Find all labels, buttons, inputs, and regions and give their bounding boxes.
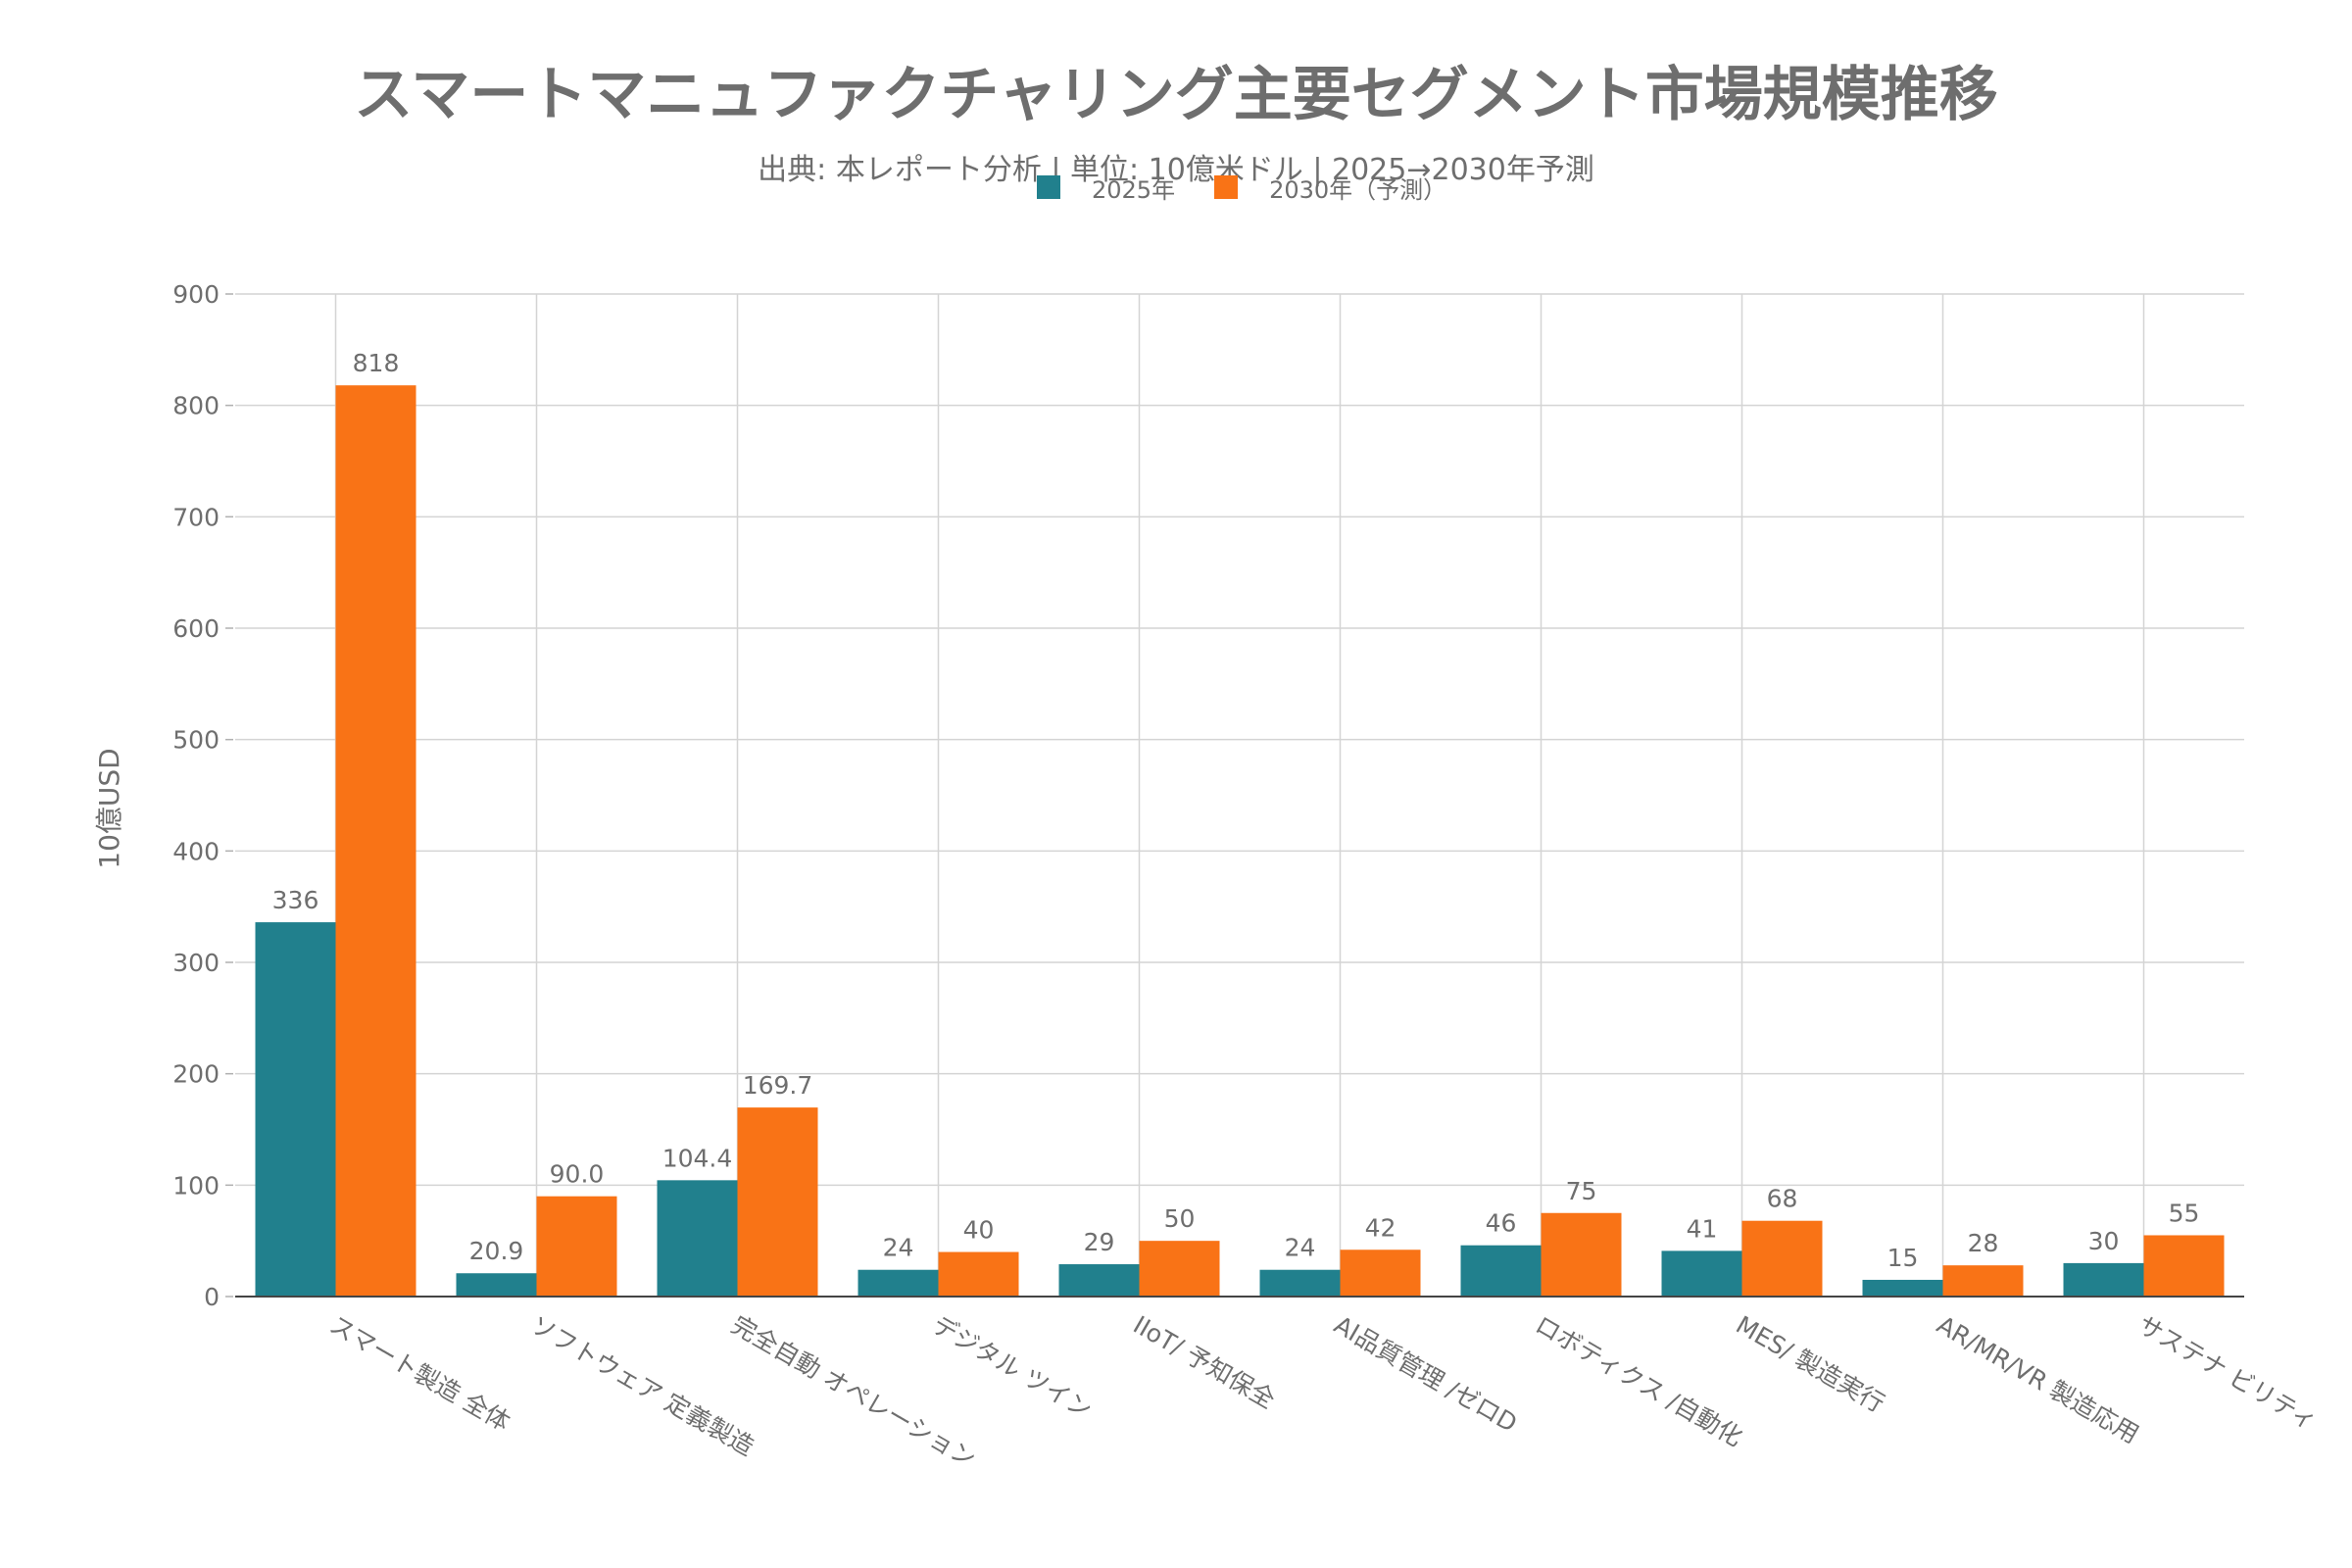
bar-value-label: 169.7 bbox=[743, 1071, 813, 1100]
bar-2025[interactable] bbox=[255, 922, 336, 1297]
bar-2030[interactable] bbox=[1942, 1265, 2024, 1297]
bar-2025[interactable] bbox=[2063, 1262, 2144, 1297]
bar-value-label: 46 bbox=[1486, 1209, 1517, 1238]
bar-value-label: 90.0 bbox=[550, 1160, 605, 1189]
y-tick-label: 900 bbox=[172, 280, 220, 309]
bar-value-label: 28 bbox=[1968, 1229, 1999, 1257]
y-tick-label: 400 bbox=[172, 837, 220, 865]
bar-value-label: 20.9 bbox=[469, 1237, 524, 1265]
chart-title: スマートマニュファクチャリング主要セグメント市場規模推移 bbox=[354, 61, 1998, 129]
bar-value-label: 818 bbox=[353, 349, 400, 377]
bar-value-label: 104.4 bbox=[662, 1144, 733, 1172]
bar-value-label: 336 bbox=[272, 886, 319, 914]
legend-label-2025: 2025年 bbox=[1092, 175, 1176, 204]
bar-value-label: 75 bbox=[1566, 1177, 1597, 1205]
bar-value-label: 55 bbox=[2169, 1199, 2200, 1227]
y-tick-label: 600 bbox=[172, 614, 220, 643]
bar-value-label: 41 bbox=[1687, 1214, 1718, 1243]
bar-2025[interactable] bbox=[1460, 1245, 1542, 1297]
grid-layer bbox=[235, 293, 2244, 1297]
y-tick-label: 800 bbox=[172, 392, 220, 420]
x-tick-label: AI品質管理 /ゼロD bbox=[1330, 1310, 1522, 1438]
bar-2030[interactable] bbox=[938, 1251, 1019, 1297]
y-tick-label: 0 bbox=[204, 1283, 220, 1311]
bar-2030[interactable] bbox=[1340, 1250, 1421, 1297]
bar-value-label: 24 bbox=[883, 1234, 914, 1262]
bar-2030[interactable] bbox=[1741, 1220, 1823, 1297]
bar-value-label: 29 bbox=[1084, 1228, 1115, 1256]
x-tick-label: MES/ 製造実行 bbox=[1732, 1310, 1889, 1418]
bars-layer bbox=[255, 385, 2225, 1297]
legend-label-2030: 2030年（予測） bbox=[1269, 175, 1447, 204]
bar-value-label: 30 bbox=[2088, 1227, 2120, 1255]
bar-2025[interactable] bbox=[1661, 1250, 1742, 1297]
bar-2030[interactable] bbox=[1139, 1241, 1220, 1297]
bar-2025[interactable] bbox=[1259, 1269, 1341, 1297]
x-tick-label: ソフトウェア 定義製造 bbox=[526, 1310, 760, 1461]
x-tick-label: デジタル ツイン bbox=[928, 1310, 1098, 1424]
x-tick-label: ロボティクス /自動化 bbox=[1531, 1310, 1748, 1452]
bar-2025[interactable] bbox=[858, 1269, 939, 1297]
bar-2030[interactable] bbox=[335, 385, 416, 1297]
bar-value-label: 15 bbox=[1887, 1244, 1919, 1272]
y-tick-label: 500 bbox=[172, 726, 220, 755]
x-tick-label: AR/MR/VR 製造応用 bbox=[1933, 1310, 2144, 1448]
y-tick-label: 200 bbox=[172, 1060, 220, 1089]
y-tick-label: 700 bbox=[172, 503, 220, 531]
bar-value-label: 42 bbox=[1365, 1213, 1396, 1242]
bar-value-label: 40 bbox=[963, 1216, 995, 1245]
bar-2025[interactable] bbox=[456, 1273, 537, 1297]
bar-2030[interactable] bbox=[1541, 1212, 1622, 1297]
bar-2025[interactable] bbox=[657, 1180, 738, 1297]
bar-2030[interactable] bbox=[536, 1196, 617, 1297]
bar-2025[interactable] bbox=[1862, 1279, 1943, 1297]
chart-subtitle: 出典: 本レポート分析 | 単位: 10億米ドル | 2025→2030年予測 bbox=[758, 153, 1594, 187]
bar-2025[interactable] bbox=[1058, 1264, 1140, 1297]
legend-swatch-2025 bbox=[1037, 175, 1060, 199]
bar-2030[interactable] bbox=[737, 1107, 818, 1297]
x-tick-label: IIoT/ 予知保全 bbox=[1129, 1310, 1281, 1414]
x-tick-label: サステナ ビリティ bbox=[2133, 1310, 2323, 1436]
bar-2030[interactable] bbox=[2143, 1235, 2225, 1297]
bar-value-label: 50 bbox=[1164, 1204, 1196, 1233]
y-tick-label: 100 bbox=[172, 1171, 220, 1200]
y-axis-label: 10億USD bbox=[93, 748, 125, 868]
bar-value-label: 24 bbox=[1285, 1234, 1316, 1262]
y-tick-label: 300 bbox=[172, 949, 220, 977]
legend: 2025年 2030年（予測） bbox=[1037, 171, 1486, 204]
legend-swatch-2030 bbox=[1214, 175, 1239, 199]
bar-value-label: 68 bbox=[1767, 1185, 1798, 1213]
labels-layer: 336 20.9 104.4 24 29 24 46 41 15 30 818 90.0 169.7 40… bbox=[272, 349, 2200, 1272]
legend-item-2025[interactable]: 2025年 bbox=[1037, 171, 1175, 205]
legend-item-2030[interactable]: 2030年（予測） bbox=[1214, 171, 1446, 205]
x-tick-label: スマート製造 全体 bbox=[325, 1310, 515, 1437]
